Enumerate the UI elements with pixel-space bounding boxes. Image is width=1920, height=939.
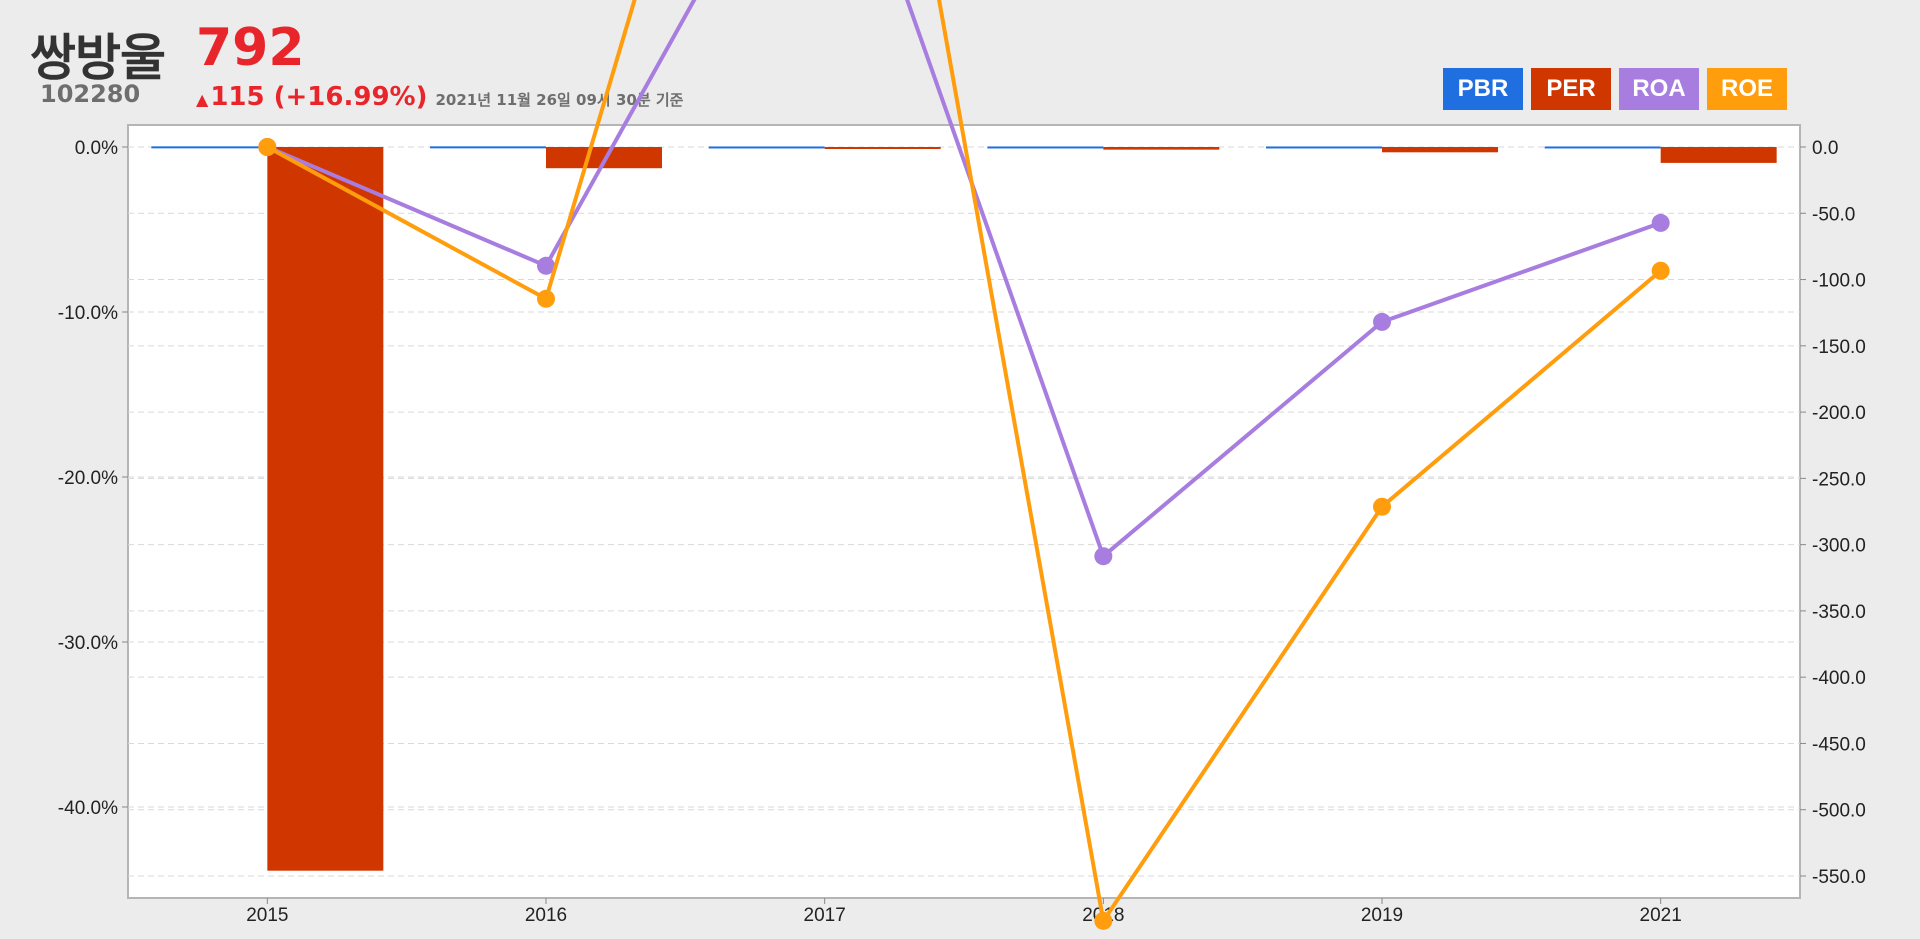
right-tick-label: -300.0 (1812, 536, 1866, 557)
bar-per[interactable] (1103, 147, 1220, 150)
bar-pbr[interactable] (430, 146, 546, 149)
left-tick-label: -40.0% (58, 798, 118, 819)
bar-pbr[interactable] (151, 146, 268, 149)
chart-header: 쌍방울 792 102280 ▲ 115 (+16.99%) 2021년 11월… (0, 0, 1920, 125)
point-roe[interactable] (537, 289, 555, 308)
bar-pbr[interactable] (1266, 146, 1382, 149)
point-roa[interactable] (1094, 547, 1113, 566)
plot-area (127, 124, 1801, 899)
x-tick-label: 2016 (525, 905, 567, 926)
stock-code: 102280 (40, 80, 141, 108)
left-tick-label: 0.0% (75, 138, 118, 159)
legend-item-roe[interactable]: ROE (1707, 68, 1787, 110)
x-tick-label: 2019 (1361, 905, 1403, 926)
timestamp: 2021년 11월 26일 09시 30분 기준 (435, 91, 684, 109)
right-tick-label: -350.0 (1812, 602, 1866, 623)
right-tick-label: -100.0 (1812, 271, 1866, 292)
x-tick-label: 2015 (246, 905, 288, 926)
line-roe (266, 0, 1662, 923)
right-tick-label: -50.0 (1812, 204, 1855, 225)
stock-name: 쌍방울 (30, 29, 166, 87)
bar-per[interactable] (546, 147, 662, 169)
left-tick-label: -30.0% (58, 633, 118, 654)
right-tick-label: -250.0 (1812, 469, 1866, 490)
legend-item-pbr[interactable]: PBR (1443, 68, 1523, 110)
point-roe[interactable] (1094, 911, 1113, 930)
point-roe[interactable] (1373, 497, 1391, 516)
right-tick-label: -400.0 (1812, 668, 1866, 689)
legend-item-roa[interactable]: ROA (1619, 68, 1699, 110)
right-tick-label: 0.0 (1812, 138, 1838, 159)
bar-per[interactable] (1382, 147, 1498, 153)
bar-per[interactable] (1660, 147, 1777, 163)
x-tick-label: 2017 (804, 905, 846, 926)
bar-pbr[interactable] (708, 146, 825, 149)
point-roa[interactable] (1373, 312, 1391, 331)
stock-price: 792 (196, 18, 305, 78)
arrow-up-icon: ▲ (196, 90, 209, 109)
point-roa[interactable] (1651, 213, 1670, 232)
bar-per[interactable] (267, 147, 384, 871)
legend: PBR PER ROA ROE (1443, 68, 1787, 110)
right-tick-label: -450.0 (1812, 734, 1866, 755)
right-tick-label: -150.0 (1812, 337, 1866, 358)
point-roa[interactable] (537, 256, 555, 275)
right-tick-label: -500.0 (1812, 801, 1866, 822)
right-tick-label: -550.0 (1812, 867, 1866, 888)
point-roe[interactable] (258, 138, 277, 156)
bar-pbr[interactable] (987, 146, 1104, 149)
bar-per[interactable] (824, 147, 941, 149)
line-roa (266, 0, 1662, 559)
right-tick-label: -200.0 (1812, 403, 1866, 424)
legend-item-per[interactable]: PER (1531, 68, 1611, 110)
left-tick-label: -10.0% (58, 303, 118, 324)
price-change-line: ▲ 115 (+16.99%) 2021년 11월 26일 09시 30분 기준 (196, 82, 683, 112)
left-tick-label: -20.0% (58, 468, 118, 489)
x-tick-label: 2021 (1640, 905, 1682, 926)
price-change: 115 (+16.99%) (210, 82, 428, 112)
point-roe[interactable] (1651, 261, 1670, 280)
bar-pbr[interactable] (1544, 146, 1661, 149)
